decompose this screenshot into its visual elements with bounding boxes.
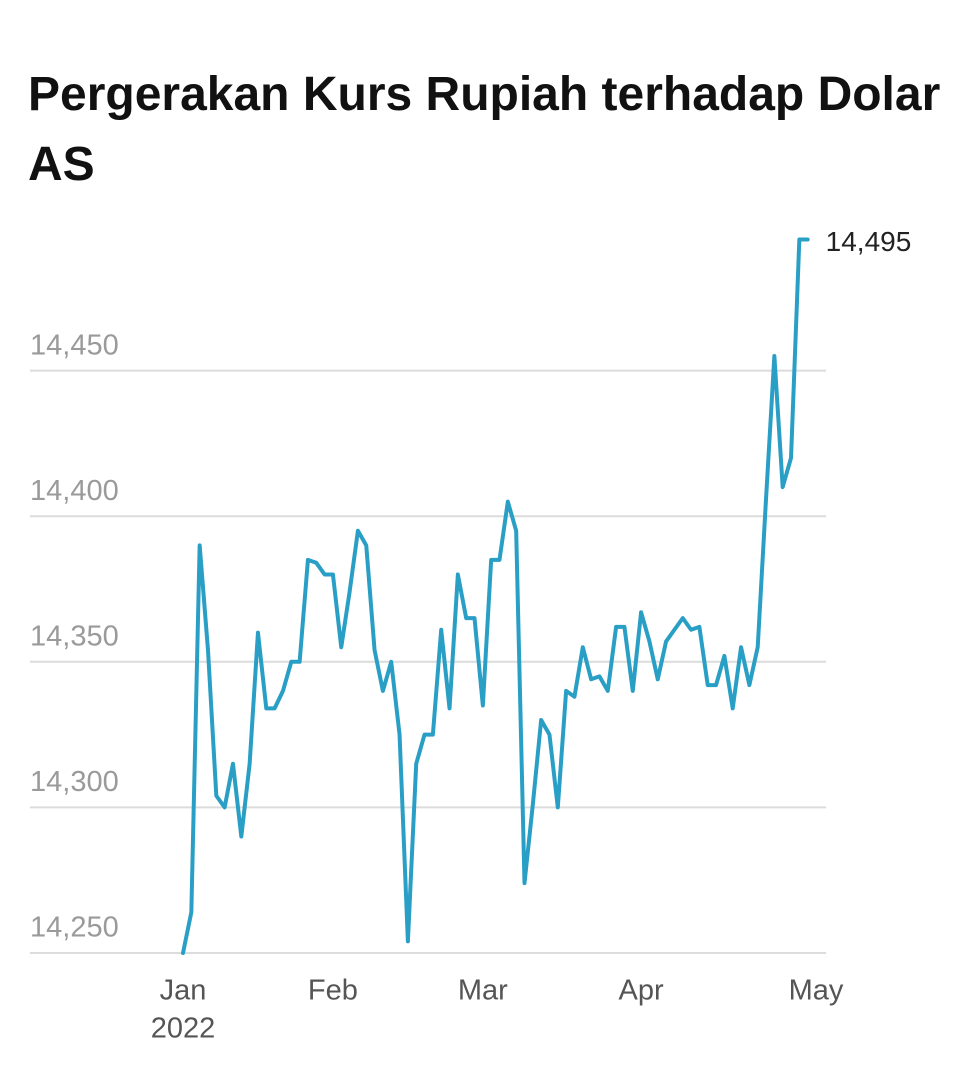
line (181, 237, 810, 955)
x-tick-label: Mar (458, 975, 508, 1007)
x-tick-label: May (789, 975, 844, 1007)
chart-title: Pergerakan Kurs Rupiah terhadap Dolar AS (28, 68, 941, 191)
data-label: 14,495 (826, 226, 912, 257)
y-tick-label: 14,300 (30, 766, 119, 798)
y-tick-label: 14,250 (30, 912, 119, 944)
y-tick-label: 14,350 (30, 620, 119, 652)
x-tick-label: Feb (308, 975, 358, 1007)
x-tick-label: Jan (160, 975, 207, 1007)
y-tick-label: 14,450 (30, 329, 119, 361)
x-sublabel: 2022 (151, 1013, 216, 1045)
x-tick-label: Apr (619, 975, 664, 1007)
y-tick-label: 14,400 (30, 475, 119, 507)
